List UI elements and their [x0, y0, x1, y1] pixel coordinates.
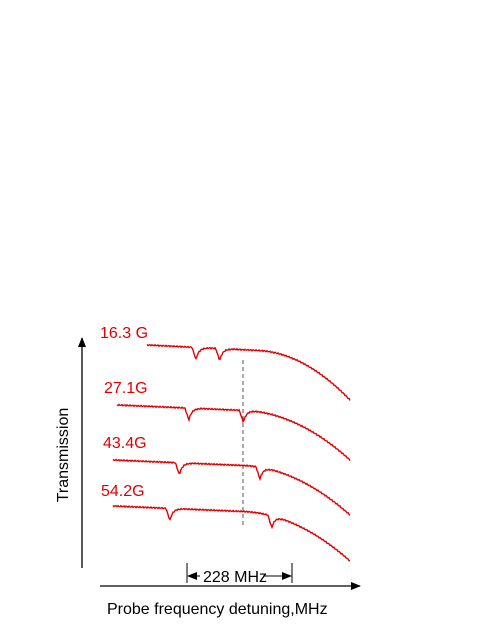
trace-line — [116, 403, 351, 461]
traces — [112, 343, 351, 562]
interval-annotation: 228 MHz — [186, 563, 293, 586]
trace-label: 43.4G — [103, 435, 147, 452]
trace-label: 54.2G — [101, 483, 145, 500]
interval-label: 228 MHz — [203, 569, 267, 586]
y-axis-label: Transmission — [55, 408, 72, 503]
trace-line — [112, 504, 350, 562]
trace-line — [112, 458, 351, 516]
trace-label: 16.3 G — [100, 325, 148, 342]
trace-label: 27.1G — [104, 380, 148, 397]
trace-line — [146, 343, 351, 401]
x-axis-label: Probe frequency detuning,MHz — [107, 601, 328, 618]
trace-labels: 16.3 G 27.1G 43.4G 54.2G — [100, 325, 148, 500]
